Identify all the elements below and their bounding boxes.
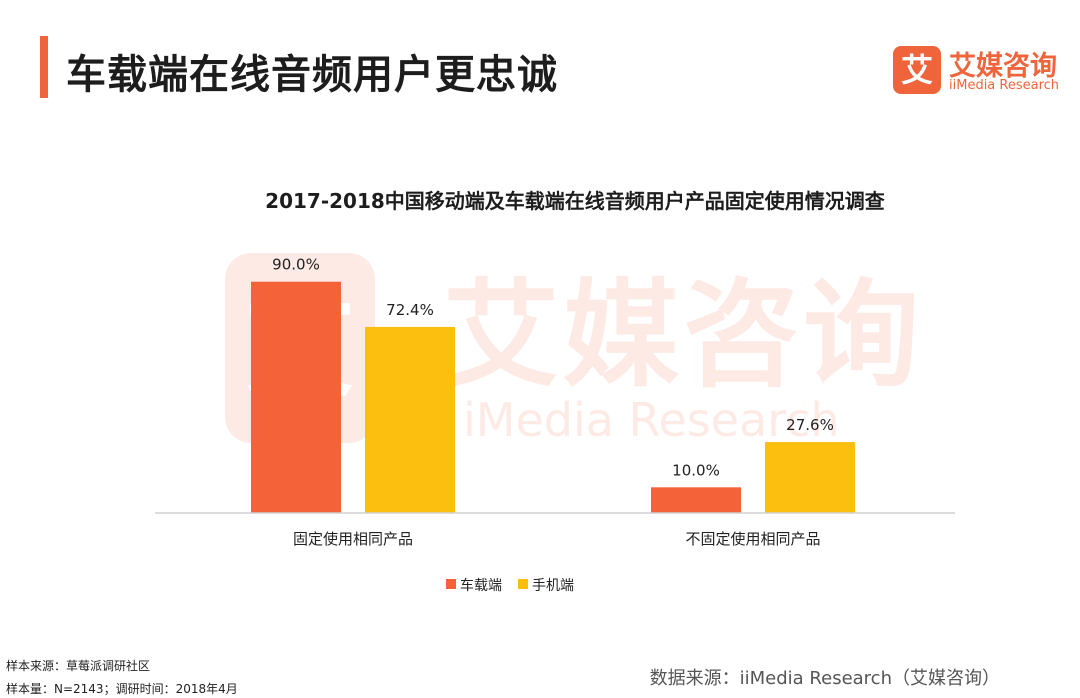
logo-mark-icon: 艾 bbox=[893, 46, 941, 94]
sample-info: 样本量：N=2143；调研时间：2018年4月 bbox=[6, 682, 238, 696]
legend-label-1: 手机端 bbox=[532, 578, 574, 594]
legend-label-0: 车载端 bbox=[460, 577, 502, 594]
bar-car-0 bbox=[251, 281, 341, 513]
category-label: 固定使用相同产品 bbox=[293, 530, 413, 548]
data-label: 72.4% bbox=[386, 301, 434, 319]
chart-title: 2017-2018中国移动端及车载端在线音频用户产品固定使用情况调查 bbox=[265, 189, 885, 213]
bar-mobile-1 bbox=[765, 442, 855, 513]
legend-swatch-1 bbox=[518, 579, 528, 589]
data-label: 90.0% bbox=[272, 256, 320, 274]
title-accent-bar bbox=[40, 36, 48, 98]
data-source: 数据来源：iiMedia Research（艾媒咨询） bbox=[649, 668, 1000, 689]
brand-logo: 艾 艾媒咨询 iiMedia Research bbox=[893, 42, 1063, 96]
sample-source: 样本来源：草莓派调研社区 bbox=[6, 659, 151, 673]
category-label: 不固定使用相同产品 bbox=[685, 530, 820, 548]
bar-mobile-0 bbox=[365, 326, 455, 513]
legend-swatch-0 bbox=[446, 579, 456, 589]
page-title: 车载端在线音频用户更忠诚 bbox=[66, 52, 558, 98]
logo-chinese-name: 艾媒咨询 bbox=[949, 51, 1057, 82]
logo-english-name: iiMedia Research bbox=[949, 78, 1060, 93]
data-label: 10.0% bbox=[672, 461, 720, 479]
bar-car-1 bbox=[651, 487, 741, 513]
data-label: 27.6% bbox=[786, 416, 834, 434]
